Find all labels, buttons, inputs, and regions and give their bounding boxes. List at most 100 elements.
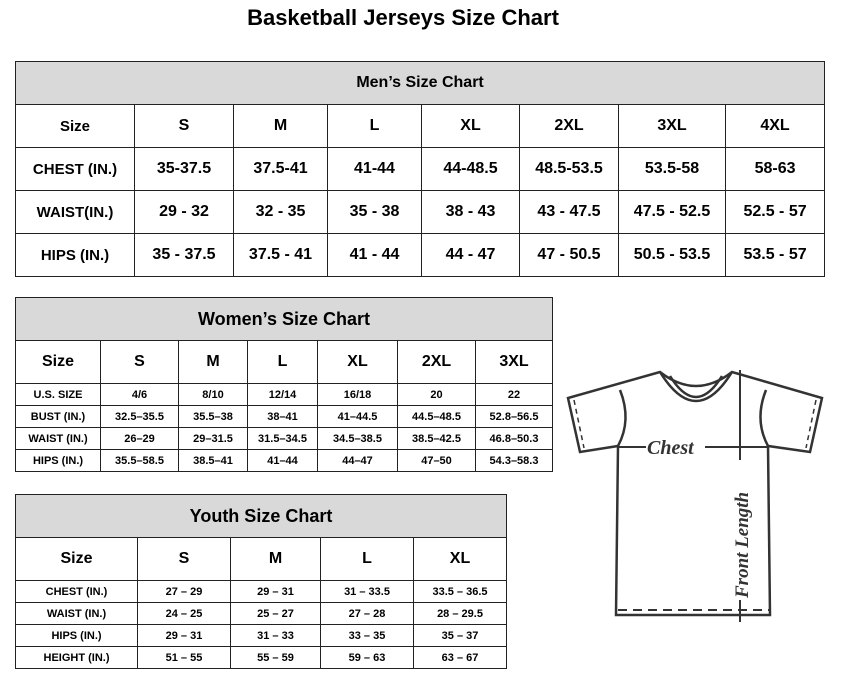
row-label: HIPS (IN.) [15,233,135,277]
table-cell: 47 - 50.5 [519,233,619,277]
jersey-diagram: Chest Front Length [566,370,824,622]
table-cell: 44-48.5 [421,147,520,191]
table-cell: 29 – 31 [230,580,321,603]
table-cell: 35 - 37.5 [134,233,234,277]
table-cell: M [233,104,328,148]
table-cell: 59 – 63 [320,646,414,669]
table-row: HIPS (IN.) 35 - 37.5 37.5 - 41 41 - 44 44 - … [15,233,826,277]
table-cell: 58-63 [724,147,826,191]
table-row: U.S. SIZE 4/6 8/10 12/14 16/18 20 22 [15,383,554,406]
table-cell: 38.5–42.5 [397,427,476,450]
page-title: Basketball Jerseys Size Chart [247,5,559,30]
row-label: HIPS (IN.) [15,624,138,647]
table-cell: 28 – 29.5 [412,602,508,625]
table-cell: XL [421,104,520,148]
table-row: HIPS (IN.) 35.5–58.5 38.5–41 41–44 44–47 47–5… [15,449,554,472]
row-label: WAIST (IN.) [15,427,101,450]
row-label: HIPS (IN.) [15,449,101,472]
table-cell: 38.5–41 [178,449,248,472]
table-cell: 29 - 32 [134,190,234,234]
row-label: WAIST (IN.) [15,602,138,625]
table-cell: 3XL [474,340,554,384]
table-cell: 2XL [397,340,476,384]
table-cell: 50.5 - 53.5 [618,233,726,277]
row-label: U.S. SIZE [15,383,101,406]
table-cell: 55 – 59 [230,646,321,669]
table-cell: 35 – 37 [412,624,508,647]
table-cell: 29 – 31 [137,624,231,647]
front-length-label: Front Length [732,492,753,599]
table-cell: 35-37.5 [134,147,234,191]
table-cell: L [247,340,318,384]
table-cell: 47.5 - 52.5 [618,190,726,234]
table-cell: 31 – 33 [230,624,321,647]
table-cell: 26–29 [100,427,179,450]
table-cell: 35.5–58.5 [100,449,179,472]
table-cell: 22 [474,383,554,406]
table-cell: 63 – 67 [412,646,508,669]
row-label: Size [15,537,138,581]
size-header-row: Size S M L XL [15,537,508,581]
youth-size-table: Youth Size Chart Size S M L XL CHEST (IN.) 27 … [14,494,508,669]
table-cell: 31 – 33.5 [320,580,414,603]
table-cell: 43 - 47.5 [519,190,619,234]
table-cell: 44.5–48.5 [397,405,476,428]
row-label: BUST (IN.) [15,405,101,428]
table-cell: XL [317,340,398,384]
table-row: WAIST(IN.) 29 - 32 32 - 35 35 - 38 38 - 43 43… [15,190,826,234]
table-cell: 35.5–38 [178,405,248,428]
jersey-outline-icon [566,370,824,617]
table-cell: 41–44.5 [317,405,398,428]
chest-label: Chest [647,437,695,459]
table-row: CHEST (IN.) 35-37.5 37.5-41 41-44 44-48.5 48.… [15,147,826,191]
table-cell: 37.5 - 41 [233,233,328,277]
table-cell: S [137,537,231,581]
table-cell: 33.5 – 36.5 [412,580,508,603]
table-cell: 32 - 35 [233,190,328,234]
table-cell: 38 - 43 [421,190,520,234]
table-row: CHEST (IN.) 27 – 29 29 – 31 31 – 33.5 33.5 –… [15,580,508,603]
table-cell: 24 – 25 [137,602,231,625]
table-cell: 53.5 - 57 [724,233,826,277]
table-cell: 8/10 [178,383,248,406]
table-cell: 44–47 [317,449,398,472]
mens-heading: Men’s Size Chart [14,61,826,105]
table-cell: M [178,340,248,384]
row-label: HEIGHT (IN.) [15,646,138,669]
table-cell: 27 – 29 [137,580,231,603]
table-cell: 35 - 38 [327,190,422,234]
table-cell: 52.8–56.5 [474,405,554,428]
table-cell: 27 – 28 [320,602,414,625]
table-cell: 52.5 - 57 [724,190,826,234]
row-label: Size [15,340,101,384]
table-cell: 48.5-53.5 [519,147,619,191]
row-label: Size [15,104,135,148]
table-cell: 47–50 [397,449,476,472]
row-label: CHEST (IN.) [15,580,138,603]
table-cell: 41–44 [247,449,318,472]
size-header-row: Size S M L XL 2XL 3XL [15,340,554,384]
row-label: WAIST(IN.) [15,190,135,234]
table-row: HEIGHT (IN.) 51 – 55 55 – 59 59 – 63 63 – 67 [15,646,508,669]
table-cell: 41-44 [327,147,422,191]
womens-size-table: Women’s Size Chart Size S M L XL 2XL 3XL U.S. S… [14,297,554,472]
table-cell: 20 [397,383,476,406]
table-cell: S [134,104,234,148]
table-cell: 16/18 [317,383,398,406]
womens-heading: Women’s Size Chart [14,297,554,341]
table-cell: 31.5–34.5 [247,427,318,450]
table-cell: 41 - 44 [327,233,422,277]
table-cell: 33 – 35 [320,624,414,647]
table-row: WAIST (IN.) 24 – 25 25 – 27 27 – 28 28 – 29.… [15,602,508,625]
table-cell: M [230,537,321,581]
table-cell: 38–41 [247,405,318,428]
table-row: WAIST (IN.) 26–29 29–31.5 31.5–34.5 34.5–38.… [15,427,554,450]
size-header-row: Size S M L XL 2XL 3XL 4XL [15,104,826,148]
table-cell: 53.5-58 [618,147,726,191]
table-cell: 12/14 [247,383,318,406]
table-cell: 37.5-41 [233,147,328,191]
table-cell: L [327,104,422,148]
table-cell: 34.5–38.5 [317,427,398,450]
table-cell: 44 - 47 [421,233,520,277]
table-cell: S [100,340,179,384]
